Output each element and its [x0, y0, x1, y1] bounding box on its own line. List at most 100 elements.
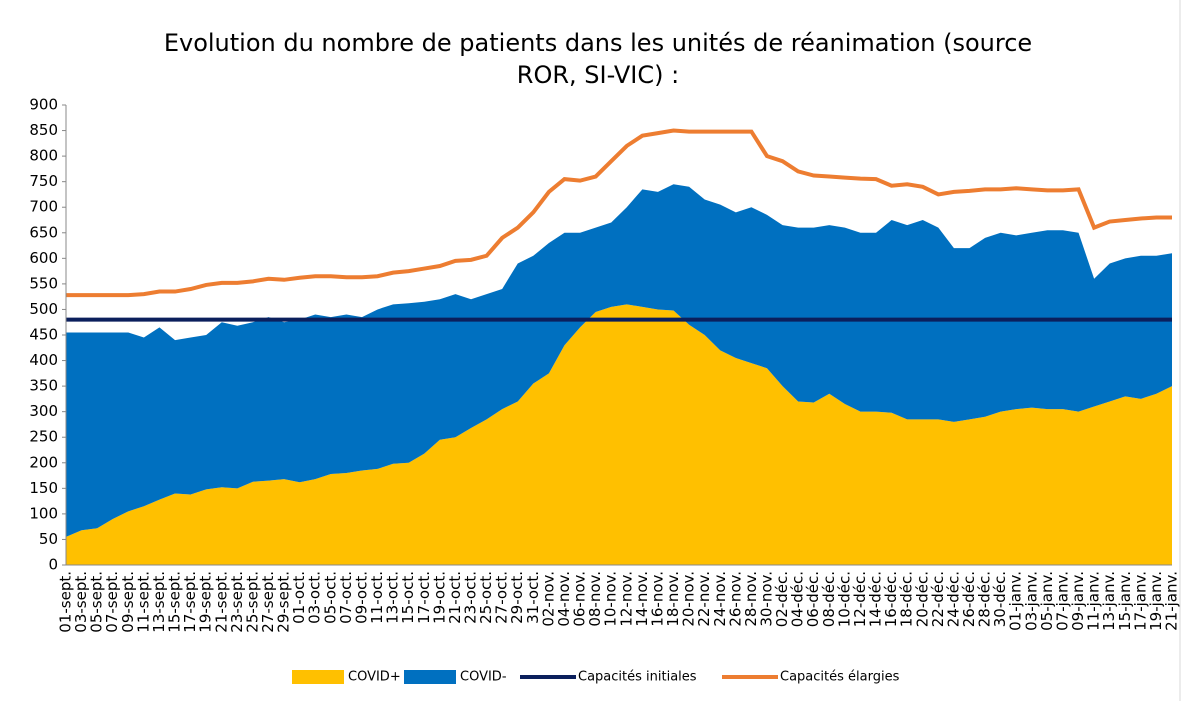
- x-tick-label: 02-déc.: [773, 571, 791, 627]
- legend-label: Capacités élargies: [780, 670, 900, 685]
- x-tick-label: 15-oct.: [399, 571, 417, 624]
- x-tick-label: 15-sept.: [166, 571, 184, 633]
- x-tick-label: 09-janv.: [1069, 571, 1087, 631]
- y-tick-label: 850: [29, 121, 58, 139]
- x-tick-label: 14-déc.: [867, 571, 885, 627]
- x-tick-label: 07-janv.: [1053, 571, 1071, 631]
- x-tick-label: 29-sept.: [275, 571, 293, 633]
- y-tick-label: 700: [29, 198, 58, 216]
- x-tick-label: 09-oct.: [352, 571, 370, 624]
- x-tick-label: 05-sept.: [88, 571, 106, 633]
- x-tick-label: 11-janv.: [1085, 571, 1103, 631]
- x-tick-label: 11-sept.: [134, 571, 152, 633]
- x-tick-label: 07-sept.: [103, 571, 121, 633]
- line: [66, 128, 1172, 298]
- x-tick-label: 03-janv.: [1022, 571, 1040, 631]
- x-tick-label: 18-déc.: [898, 571, 916, 627]
- legend-swatch: [292, 670, 344, 684]
- x-tick-label: 23-oct.: [462, 571, 480, 624]
- x-tick-label: 01-oct.: [290, 571, 308, 624]
- legend-label: COVID-: [460, 670, 507, 685]
- x-tick-label: 17-sept.: [181, 571, 199, 633]
- x-tick-label: 05-janv.: [1038, 571, 1056, 631]
- x-tick-label: 16-déc.: [882, 571, 900, 627]
- x-tick-label: 31-oct.: [524, 571, 542, 624]
- y-tick-label: 100: [29, 504, 58, 522]
- y-tick-label: 500: [29, 300, 58, 318]
- y-tick-label: 0: [48, 556, 58, 574]
- x-tick-label: 01-sept.: [57, 571, 75, 633]
- y-tick-label: 750: [29, 172, 58, 190]
- y-tick-label: 800: [29, 147, 58, 165]
- y-tick-label: 200: [29, 453, 58, 471]
- y-tick-label: 600: [29, 249, 58, 267]
- y-tick-label: 300: [29, 402, 58, 420]
- x-tick-label: 01-janv.: [1007, 571, 1025, 631]
- x-tick-label: 06-nov.: [571, 571, 589, 627]
- x-tick-label: 14-nov.: [633, 571, 651, 627]
- x-tick-label: 25-oct.: [477, 571, 495, 624]
- y-tick-label: 50: [39, 530, 58, 548]
- area: [66, 184, 1172, 537]
- x-tick-label: 12-nov.: [617, 571, 635, 627]
- x-tick-label: 22-nov.: [695, 571, 713, 627]
- x-tick-label: 28-déc.: [976, 571, 994, 627]
- x-tick-label: 21-janv.: [1163, 571, 1181, 631]
- x-tick-label: 13-oct.: [384, 571, 402, 624]
- x-tick-label: 11-oct.: [368, 571, 386, 624]
- x-tick-label: 25-sept.: [243, 571, 261, 633]
- x-tick-label: 29-oct.: [508, 571, 526, 624]
- x-tick-label: 10-nov.: [602, 571, 620, 627]
- x-tick-label: 13-sept.: [150, 571, 168, 633]
- x-tick-label: 17-oct.: [415, 571, 433, 624]
- x-tick-label: 16-nov.: [648, 571, 666, 627]
- y-tick-label: 650: [29, 223, 58, 241]
- legend-label: COVID+: [348, 670, 401, 685]
- x-tick-label: 19-oct.: [430, 571, 448, 624]
- x-tick-label: 13-janv.: [1100, 571, 1118, 631]
- x-tick-label: 30-déc.: [991, 571, 1009, 627]
- y-tick-label: 900: [29, 96, 58, 114]
- x-tick-label: 12-déc.: [851, 571, 869, 627]
- x-tick-label: 21-sept.: [212, 571, 230, 633]
- chart-title: Evolution du nombre de patients dans les…: [164, 29, 1032, 57]
- x-tick-label: 20-nov.: [680, 571, 698, 627]
- x-tick-label: 22-déc.: [929, 571, 947, 627]
- x-tick-label: 19-janv.: [1147, 571, 1165, 631]
- x-tick-label: 02-nov.: [539, 571, 557, 627]
- x-tick-label: 24-déc.: [944, 571, 962, 627]
- y-tick-label: 350: [29, 377, 58, 395]
- x-tick-label: 15-janv.: [1116, 571, 1134, 631]
- x-tick-label: 21-oct.: [446, 571, 464, 624]
- area: [66, 304, 1172, 565]
- x-tick-label: 04-déc.: [789, 571, 807, 627]
- x-tick-label: 26-déc.: [960, 571, 978, 627]
- x-tick-label: 07-oct.: [337, 571, 355, 624]
- x-tick-label: 03-sept.: [72, 571, 90, 633]
- y-tick-label: 150: [29, 479, 58, 497]
- x-tick-label: 18-nov.: [664, 571, 682, 627]
- x-tick-label: 28-nov.: [742, 571, 760, 627]
- chart-title: ROR, SI-VIC) :: [517, 61, 679, 89]
- y-tick-label: 400: [29, 351, 58, 369]
- x-tick-label: 30-nov.: [757, 571, 775, 627]
- x-tick-label: 26-nov.: [726, 571, 744, 627]
- y-tick-label: 450: [29, 326, 58, 344]
- x-tick-label: 09-sept.: [119, 571, 137, 633]
- x-tick-label: 08-déc.: [820, 571, 838, 627]
- y-tick-label: 250: [29, 428, 58, 446]
- x-tick-label: 04-nov.: [555, 571, 573, 627]
- x-tick-label: 19-sept.: [197, 571, 215, 633]
- x-tick-label: 05-oct.: [321, 571, 339, 624]
- x-tick-label: 27-oct.: [493, 571, 511, 624]
- x-tick-label: 17-janv.: [1131, 571, 1149, 631]
- y-tick-label: 550: [29, 274, 58, 292]
- x-tick-label: 10-déc.: [835, 571, 853, 627]
- legend-swatch: [404, 670, 456, 684]
- x-tick-label: 23-sept.: [228, 571, 246, 633]
- x-tick-label: 20-déc.: [913, 571, 931, 627]
- x-tick-label: 03-oct.: [306, 571, 324, 624]
- x-tick-label: 08-nov.: [586, 571, 604, 627]
- legend-label: Capacités initiales: [578, 670, 697, 685]
